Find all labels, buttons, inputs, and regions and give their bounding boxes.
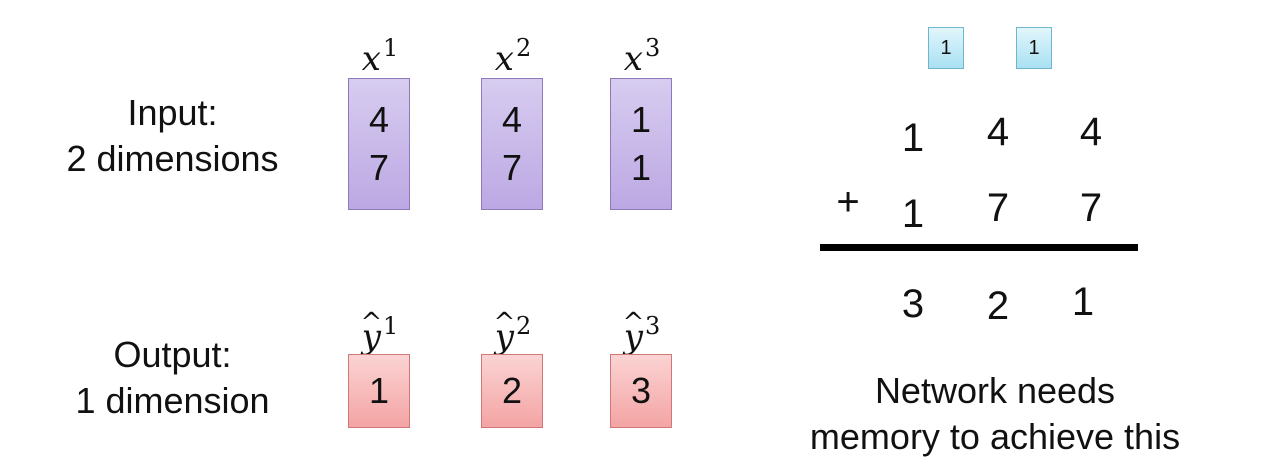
result-digit-2: 2 — [986, 284, 1010, 328]
addend1-digit-3: 4 — [1079, 110, 1103, 154]
input-label-dims: 2 dimensions — [66, 138, 279, 179]
addend2-digit-2: 7 — [986, 186, 1010, 230]
carry-box-1: 1 — [928, 27, 964, 69]
addend2-digit-3: 7 — [1079, 186, 1103, 230]
carry-box-2: 1 — [1016, 27, 1052, 69]
input-vector-3-value-1: 1 — [630, 99, 652, 140]
addend1-digit-2: 4 — [986, 110, 1010, 154]
carry-value-2: 1 — [1028, 36, 1040, 59]
memory-note: Network needs memory to achieve this — [770, 368, 1220, 460]
memory-note-line-1: Network needs — [874, 370, 1116, 411]
input-vector-3-value-2: 1 — [630, 147, 652, 188]
output-vector-2: 2 — [481, 354, 543, 428]
input-label: Input: 2 dimensions — [30, 90, 315, 182]
output-vector-1: 1 — [348, 354, 410, 428]
input-vector-1: 4 7 — [348, 78, 410, 210]
output-vector-2-value: 2 — [501, 370, 523, 411]
input-vector-2: 4 7 — [481, 78, 543, 210]
result-digit-1: 3 — [901, 282, 925, 326]
input-vector-2-value-1: 4 — [501, 99, 523, 140]
addend1-digit-1: 1 — [901, 116, 925, 160]
result-digit-3: 1 — [1071, 280, 1095, 324]
input-label-title: Input: — [127, 92, 218, 133]
sum-line — [820, 244, 1138, 251]
output-var-y3: y3 — [597, 306, 687, 357]
output-var-y2: y2 — [468, 306, 558, 357]
plus-sign: + — [836, 180, 860, 224]
addend2-digit-1: 1 — [901, 192, 925, 236]
output-label-title: Output: — [113, 334, 232, 375]
carry-value-1: 1 — [940, 36, 952, 59]
input-vector-2-value-2: 7 — [501, 147, 523, 188]
output-vector-3: 3 — [610, 354, 672, 428]
output-vector-1-value: 1 — [368, 370, 390, 411]
input-var-x3: x3 — [623, 34, 661, 79]
output-var-y1: y1 — [335, 306, 425, 357]
input-var-x2: x2 — [494, 34, 532, 79]
output-vector-3-value: 3 — [630, 370, 652, 411]
input-var-x1: x1 — [361, 34, 399, 79]
input-vector-3: 1 1 — [610, 78, 672, 210]
input-vector-1-value-2: 7 — [368, 147, 390, 188]
output-label: Output: 1 dimension — [30, 332, 315, 424]
output-label-dims: 1 dimension — [75, 380, 270, 421]
memory-note-line-2: memory to achieve this — [809, 416, 1181, 457]
input-vector-1-value-1: 4 — [368, 99, 390, 140]
